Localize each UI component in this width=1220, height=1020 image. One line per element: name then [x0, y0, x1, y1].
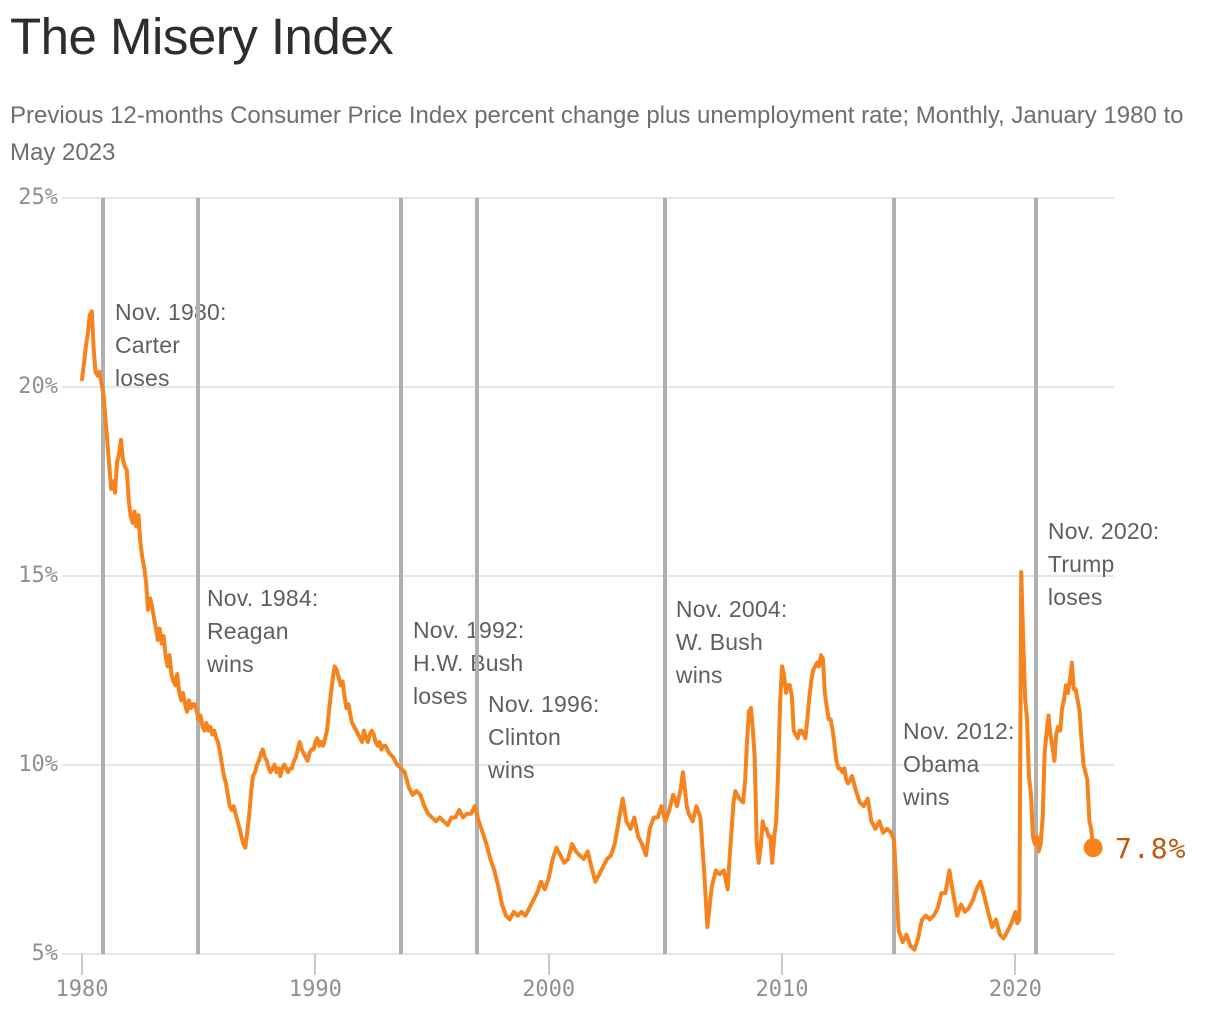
x-axis-label: 1980: [55, 977, 109, 1002]
x-axis-label: 2010: [755, 977, 809, 1002]
x-axis-tick: [81, 954, 83, 975]
x-axis-tick: [314, 954, 317, 975]
event-annotation: Nov. 2004: W. Bush wins: [675, 596, 788, 688]
latest-point-marker: [1083, 838, 1103, 858]
x-axis-label: 2000: [522, 977, 576, 1002]
event-line: [398, 198, 403, 954]
x-axis-tick: [1014, 954, 1017, 975]
x-axis-label: 2020: [988, 977, 1042, 1002]
event-annotation: Nov. 2012: Obama wins: [903, 718, 1015, 810]
y-axis-label: 20%: [18, 373, 58, 399]
x-axis-label: 1990: [288, 977, 342, 1002]
event-line: [662, 198, 667, 954]
y-axis-label: 10%: [18, 751, 58, 777]
event-annotation: Nov. 1980: Carter loses: [115, 299, 226, 391]
y-axis-label: 5%: [31, 940, 59, 966]
gridline: [62, 574, 1114, 577]
latest-value-label: 7.8%: [1115, 831, 1187, 865]
chart-subtitle: Previous 12-months Consumer Price Index …: [10, 102, 1184, 166]
x-axis-tick: [781, 954, 784, 975]
gridline: [62, 952, 1114, 955]
event-line: [195, 198, 200, 954]
y-axis-label: 25%: [18, 185, 58, 210]
chart-title: The Misery Index: [10, 8, 394, 65]
event-annotation: Nov. 1996: Clinton wins: [488, 691, 600, 783]
y-axis-label: 15%: [18, 562, 58, 588]
gridline: [62, 197, 1114, 199]
event-line: [1033, 198, 1038, 954]
event-line: [101, 198, 105, 954]
event-annotation: Nov. 1984: Reagan wins: [206, 585, 319, 677]
event-line: [475, 198, 480, 954]
event-line: [892, 198, 897, 954]
x-axis-tick: [547, 954, 550, 975]
event-annotation: Nov. 2020: Trump loses: [1047, 518, 1160, 610]
